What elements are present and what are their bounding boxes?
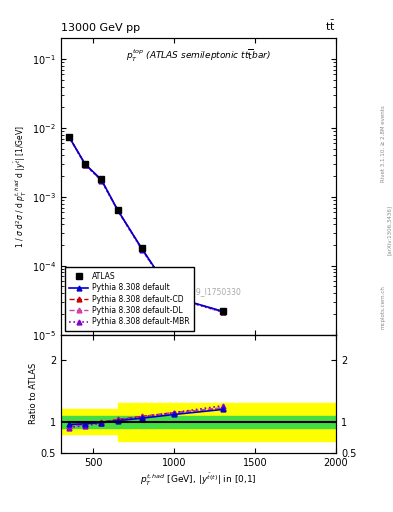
- Pythia 8.308 default-MBR: [115, 207, 120, 213]
- Pythia 8.308 default: [172, 294, 176, 301]
- Text: ATLAS_2019_I1750330: ATLAS_2019_I1750330: [155, 287, 242, 296]
- Text: 13000 GeV pp: 13000 GeV pp: [61, 23, 140, 33]
- Pythia 8.308 default-MBR: [67, 134, 72, 140]
- Pythia 8.308 default: [220, 308, 225, 314]
- Pythia 8.308 default-MBR: [140, 246, 144, 252]
- ATLAS: [99, 176, 104, 182]
- ATLAS: [83, 161, 88, 167]
- Line: ATLAS: ATLAS: [66, 134, 226, 314]
- Pythia 8.308 default-CD: [140, 246, 144, 252]
- Pythia 8.308 default-DL: [99, 177, 104, 183]
- Legend: ATLAS, Pythia 8.308 default, Pythia 8.308 default-CD, Pythia 8.308 default-DL, P: ATLAS, Pythia 8.308 default, Pythia 8.30…: [65, 267, 195, 331]
- Pythia 8.308 default-CD: [83, 161, 88, 167]
- Pythia 8.308 default-CD: [99, 177, 104, 183]
- ATLAS: [172, 294, 176, 300]
- Line: Pythia 8.308 default-DL: Pythia 8.308 default-DL: [66, 135, 225, 314]
- Pythia 8.308 default-DL: [67, 134, 72, 140]
- Pythia 8.308 default-CD: [115, 207, 120, 213]
- Text: t$\bar{\rm t}$: t$\bar{\rm t}$: [325, 19, 336, 33]
- Line: Pythia 8.308 default-CD: Pythia 8.308 default-CD: [66, 134, 225, 314]
- Pythia 8.308 default-MBR: [220, 309, 225, 315]
- Pythia 8.308 default-DL: [220, 309, 225, 315]
- Line: Pythia 8.308 default-MBR: Pythia 8.308 default-MBR: [66, 135, 225, 314]
- Text: mcplots.cern.ch: mcplots.cern.ch: [381, 285, 386, 329]
- Pythia 8.308 default: [67, 134, 72, 140]
- ATLAS: [115, 207, 120, 213]
- ATLAS: [140, 245, 144, 251]
- ATLAS: [67, 134, 72, 140]
- Pythia 8.308 default-MBR: [83, 162, 88, 168]
- Pythia 8.308 default-DL: [115, 207, 120, 213]
- Y-axis label: Ratio to ATLAS: Ratio to ATLAS: [29, 363, 38, 424]
- Pythia 8.308 default-DL: [83, 162, 88, 168]
- Pythia 8.308 default: [115, 207, 120, 213]
- Pythia 8.308 default-CD: [220, 309, 225, 315]
- Line: Pythia 8.308 default: Pythia 8.308 default: [66, 134, 225, 314]
- Text: [arXiv:1306.3436]: [arXiv:1306.3436]: [387, 205, 391, 255]
- Pythia 8.308 default-MBR: [172, 295, 176, 301]
- X-axis label: $p_T^{t,had}$ [GeV], $|y^{\bar{t}(t)}|$ in [0,1]: $p_T^{t,had}$ [GeV], $|y^{\bar{t}(t)}|$ …: [140, 472, 257, 488]
- Pythia 8.308 default: [140, 245, 144, 251]
- Text: $p_T^{top}$ (ATLAS semileptonic tt$\overline{\rm t}$bar): $p_T^{top}$ (ATLAS semileptonic tt$\over…: [126, 47, 271, 63]
- Pythia 8.308 default: [83, 161, 88, 167]
- Y-axis label: 1 / $\sigma$ d$^2\sigma$ / d $p_T^{t,had}$ d $|y^{\bar{t}}|$ [1/GeV]: 1 / $\sigma$ d$^2\sigma$ / d $p_T^{t,had…: [13, 125, 29, 248]
- Pythia 8.308 default-CD: [172, 294, 176, 301]
- Pythia 8.308 default-MBR: [99, 178, 104, 184]
- Pythia 8.308 default-DL: [140, 246, 144, 252]
- ATLAS: [220, 308, 225, 314]
- Pythia 8.308 default-DL: [172, 294, 176, 301]
- Pythia 8.308 default-CD: [67, 134, 72, 140]
- Pythia 8.308 default: [99, 177, 104, 183]
- Text: Rivet 3.1.10, ≥ 2.8M events: Rivet 3.1.10, ≥ 2.8M events: [381, 105, 386, 182]
